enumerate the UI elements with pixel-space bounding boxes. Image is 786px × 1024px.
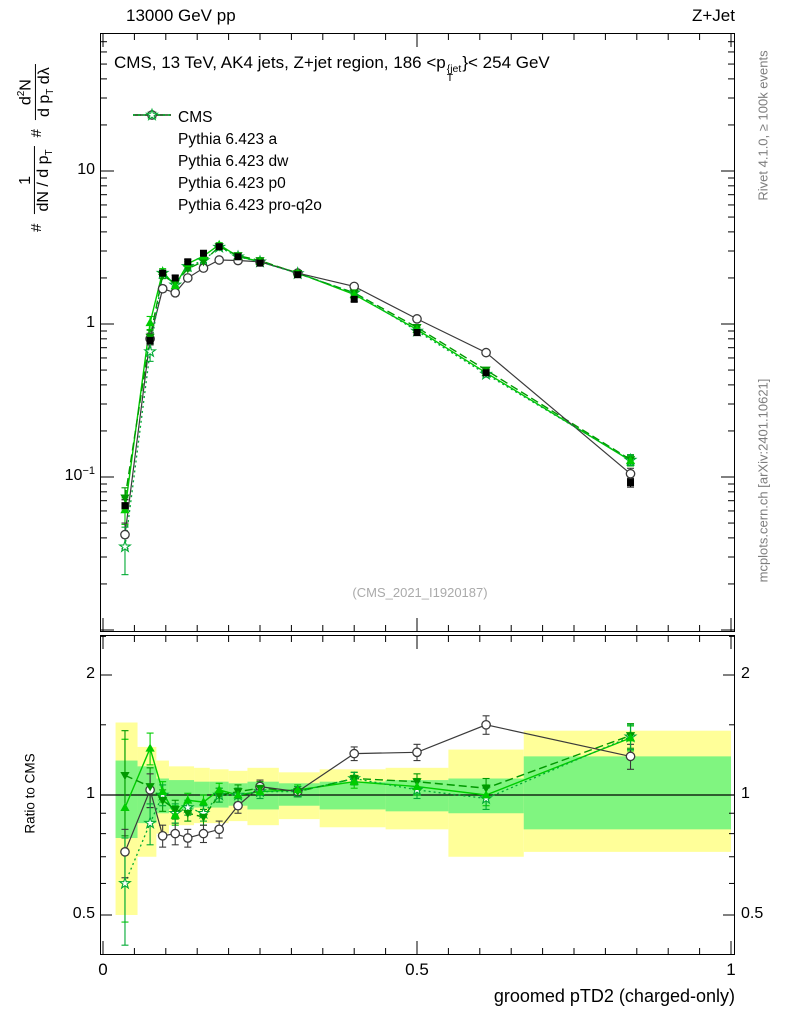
legend-label: Pythia 6.423 a xyxy=(178,131,278,148)
main-plot: CMS, 13 TeV, AK4 jets, Z+jet region, 186… xyxy=(100,33,735,632)
legend-label: CMS xyxy=(178,109,213,126)
legend-item-pythia-dw: Pythia 6.423 dw xyxy=(132,111,322,173)
y-tick-label-10: 10 xyxy=(77,161,95,178)
y-tick-label-1: 1 xyxy=(86,314,95,331)
pythia-p0-marker-icon xyxy=(132,110,172,192)
ratio-y-axis-label: Ratio to CMS xyxy=(22,753,38,834)
x-axis-title: groomed pTD2 (charged-only) xyxy=(493,986,735,1006)
analysis-id-watermark: (CMS_2021_I1920187) xyxy=(352,585,488,600)
legend: CMS Pythia 6.423 a Pythia 6.423 dw Pythi… xyxy=(132,107,322,217)
main-plot-canvas xyxy=(100,33,735,632)
hash-symbol: # xyxy=(27,128,45,138)
beam-energy-label: 13000 GeV pp xyxy=(126,6,236,25)
pythia-dw-marker-icon xyxy=(132,111,172,170)
ratio-tick-label-05-right: 0.5 xyxy=(741,905,764,922)
ratio-tick-label-1-left: 1 xyxy=(86,785,95,802)
pythia-a-marker-icon xyxy=(132,110,172,148)
pt-superscript-stack: {jet T xyxy=(446,63,462,84)
x-tick-label-05: 0.5 xyxy=(405,960,429,979)
process-label: Z+Jet xyxy=(692,6,735,25)
legend-label: Pythia 6.423 pro-q2o xyxy=(178,197,322,214)
x-tick-label-1: 1 xyxy=(726,960,736,979)
ratio-plot xyxy=(100,635,735,955)
ratio-tick-label-2-right: 2 xyxy=(741,665,750,682)
x-tick-label-0: 0 xyxy=(98,960,108,979)
mcplots-reference-note: mcplots.cern.ch [arXiv:2401.10621] xyxy=(755,378,771,583)
y-axis-label: # 1 dN / d pT # d2N d pT dλ xyxy=(16,23,57,273)
legend-item-pythia-a: Pythia 6.423 a xyxy=(132,110,322,151)
ratio-tick-label-05-left: 0.5 xyxy=(72,905,95,922)
legend-label: Pythia 6.423 dw xyxy=(178,153,289,170)
y-axis-fraction-2: d2N d pT dλ xyxy=(16,64,57,120)
ratio-tick-label-1-right: 1 xyxy=(741,785,750,802)
legend-item-pythia-p0: Pythia 6.423 p0 xyxy=(132,110,322,195)
pythia-proq2o-marker-icon xyxy=(132,107,172,214)
rivet-version-note: Rivet 4.1.0, ≥ 100k events xyxy=(755,50,771,201)
y-tick-label-0p1: 10−1 xyxy=(64,465,95,484)
y-axis-fraction-1: 1 dN / d pT xyxy=(17,146,56,215)
plot-title: CMS, 13 TeV, AK4 jets, Z+jet region, 186… xyxy=(114,53,550,84)
ratio-tick-label-2-left: 2 xyxy=(86,665,95,682)
hash-symbol: # xyxy=(27,223,45,232)
ratio-plot-canvas xyxy=(100,635,735,955)
legend-item-pythia-proq2o: Pythia 6.423 pro-q2o xyxy=(132,107,322,217)
legend-label: Pythia 6.423 p0 xyxy=(178,175,286,192)
